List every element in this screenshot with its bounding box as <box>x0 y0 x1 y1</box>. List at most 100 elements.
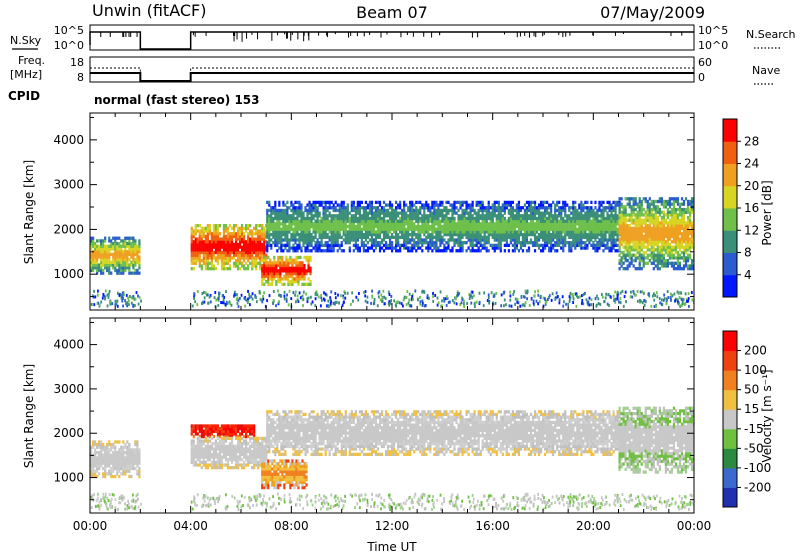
heatmap-cell <box>642 234 645 239</box>
heatmap-cell <box>305 258 308 262</box>
heatmap-cell <box>272 206 275 210</box>
heatmap-cell <box>322 235 325 239</box>
heatmap-cell <box>294 200 297 205</box>
heatmap-cell <box>376 222 380 226</box>
heatmap-cell <box>604 243 607 248</box>
heatmap-cell <box>497 211 500 215</box>
heatmap-cell <box>688 256 692 260</box>
heatmap-cell <box>527 216 531 221</box>
heatmap-cell <box>200 229 203 233</box>
heatmap-cell <box>564 227 567 231</box>
heatmap-cell <box>423 219 426 223</box>
heatmap-cell <box>481 224 484 229</box>
heatmap-cell <box>519 214 523 218</box>
heatmap-cell <box>667 295 670 299</box>
heatmap-cell <box>674 248 678 252</box>
heatmap-cell <box>461 203 464 207</box>
heatmap-cell <box>590 303 593 307</box>
heatmap-cell <box>572 216 575 221</box>
heatmap-cell <box>322 211 325 215</box>
nave-tick-bottom: 0 <box>698 71 705 84</box>
heatmap-cell <box>285 271 288 276</box>
heatmap-cell <box>592 235 595 239</box>
heatmap-cell <box>487 230 490 234</box>
heatmap-cell <box>228 240 232 244</box>
heatmap-cell <box>688 237 692 241</box>
heatmap-cell <box>388 211 392 215</box>
heatmap-cell <box>192 253 195 257</box>
heatmap-cell <box>558 232 561 237</box>
heatmap-cell <box>628 242 631 247</box>
heatmap-cell <box>441 238 444 242</box>
heatmap-cell <box>210 232 213 236</box>
heatmap-cell <box>206 226 209 231</box>
heatmap-cell <box>340 224 343 229</box>
heatmap-cell <box>318 235 321 239</box>
heatmap-cell <box>445 208 448 213</box>
heatmap-cell <box>433 203 436 207</box>
heatmap-cell <box>597 302 600 306</box>
heatmap-cell <box>494 301 497 305</box>
heatmap-cell <box>334 238 337 242</box>
heatmap-cell <box>290 216 293 221</box>
heatmap-cell <box>604 222 607 226</box>
heatmap-cell <box>212 253 216 257</box>
heatmap-cell <box>489 227 492 231</box>
heatmap-cell <box>444 297 447 301</box>
heatmap-cell <box>382 232 386 237</box>
heatmap-cell <box>298 224 301 229</box>
heatmap-cell <box>572 241 575 245</box>
heatmap-cell <box>346 235 349 239</box>
heatmap-cell <box>421 222 424 226</box>
heatmap-cell <box>614 224 617 229</box>
heatmap-cell <box>660 264 663 268</box>
heatmap-cell <box>574 246 577 250</box>
heatmap-cell <box>674 237 678 241</box>
heatmap-cell <box>648 234 651 239</box>
heatmap-cell <box>374 216 378 221</box>
heatmap-cell <box>94 260 97 265</box>
heatmap-cell <box>624 258 627 263</box>
heatmap-cell <box>417 238 420 242</box>
heatmap-cell <box>431 214 434 218</box>
heatmap-cell <box>495 208 498 213</box>
heatmap-cell <box>320 200 323 205</box>
heatmap-cell <box>586 246 589 250</box>
heatmap-cell <box>552 243 555 248</box>
heatmap-cell <box>364 222 368 226</box>
heatmap-cell <box>326 224 329 229</box>
heatmap-cell <box>318 249 321 253</box>
heatmap-cell <box>529 222 533 226</box>
heatmap-cell <box>96 260 99 265</box>
heatmap-cell <box>108 239 111 243</box>
heatmap-cell <box>292 214 295 218</box>
heatmap-cell <box>493 211 496 215</box>
heatmap-cell <box>193 292 195 296</box>
heatmap-cell <box>646 232 649 236</box>
heatmap-cell <box>285 258 288 262</box>
heatmap-cell <box>411 224 414 229</box>
heatmap-cell <box>377 295 380 299</box>
heatmap-cell <box>525 235 529 239</box>
heatmap-cell <box>382 243 386 248</box>
heatmap-cell <box>600 227 603 231</box>
heatmap-cell <box>303 271 306 276</box>
heatmap-cell <box>678 253 682 257</box>
heatmap-cell <box>537 206 541 210</box>
heatmap-cell <box>441 214 444 218</box>
heatmap-cell <box>376 216 380 221</box>
heatmap-cell <box>390 216 394 221</box>
heatmap-cell <box>509 290 512 294</box>
heatmap-cell <box>226 234 230 239</box>
heatmap-cell <box>457 243 460 248</box>
heatmap-cell <box>90 239 93 243</box>
heatmap-cell <box>552 216 555 221</box>
heatmap-cell <box>485 241 488 245</box>
heatmap-cell <box>483 238 486 242</box>
heatmap-cell <box>288 230 291 234</box>
heatmap-cell <box>481 230 484 234</box>
heatmap-cell <box>200 267 203 271</box>
heatmap-cell <box>594 200 597 205</box>
heatmap-cell <box>682 267 686 271</box>
heatmap-cell <box>682 207 686 212</box>
